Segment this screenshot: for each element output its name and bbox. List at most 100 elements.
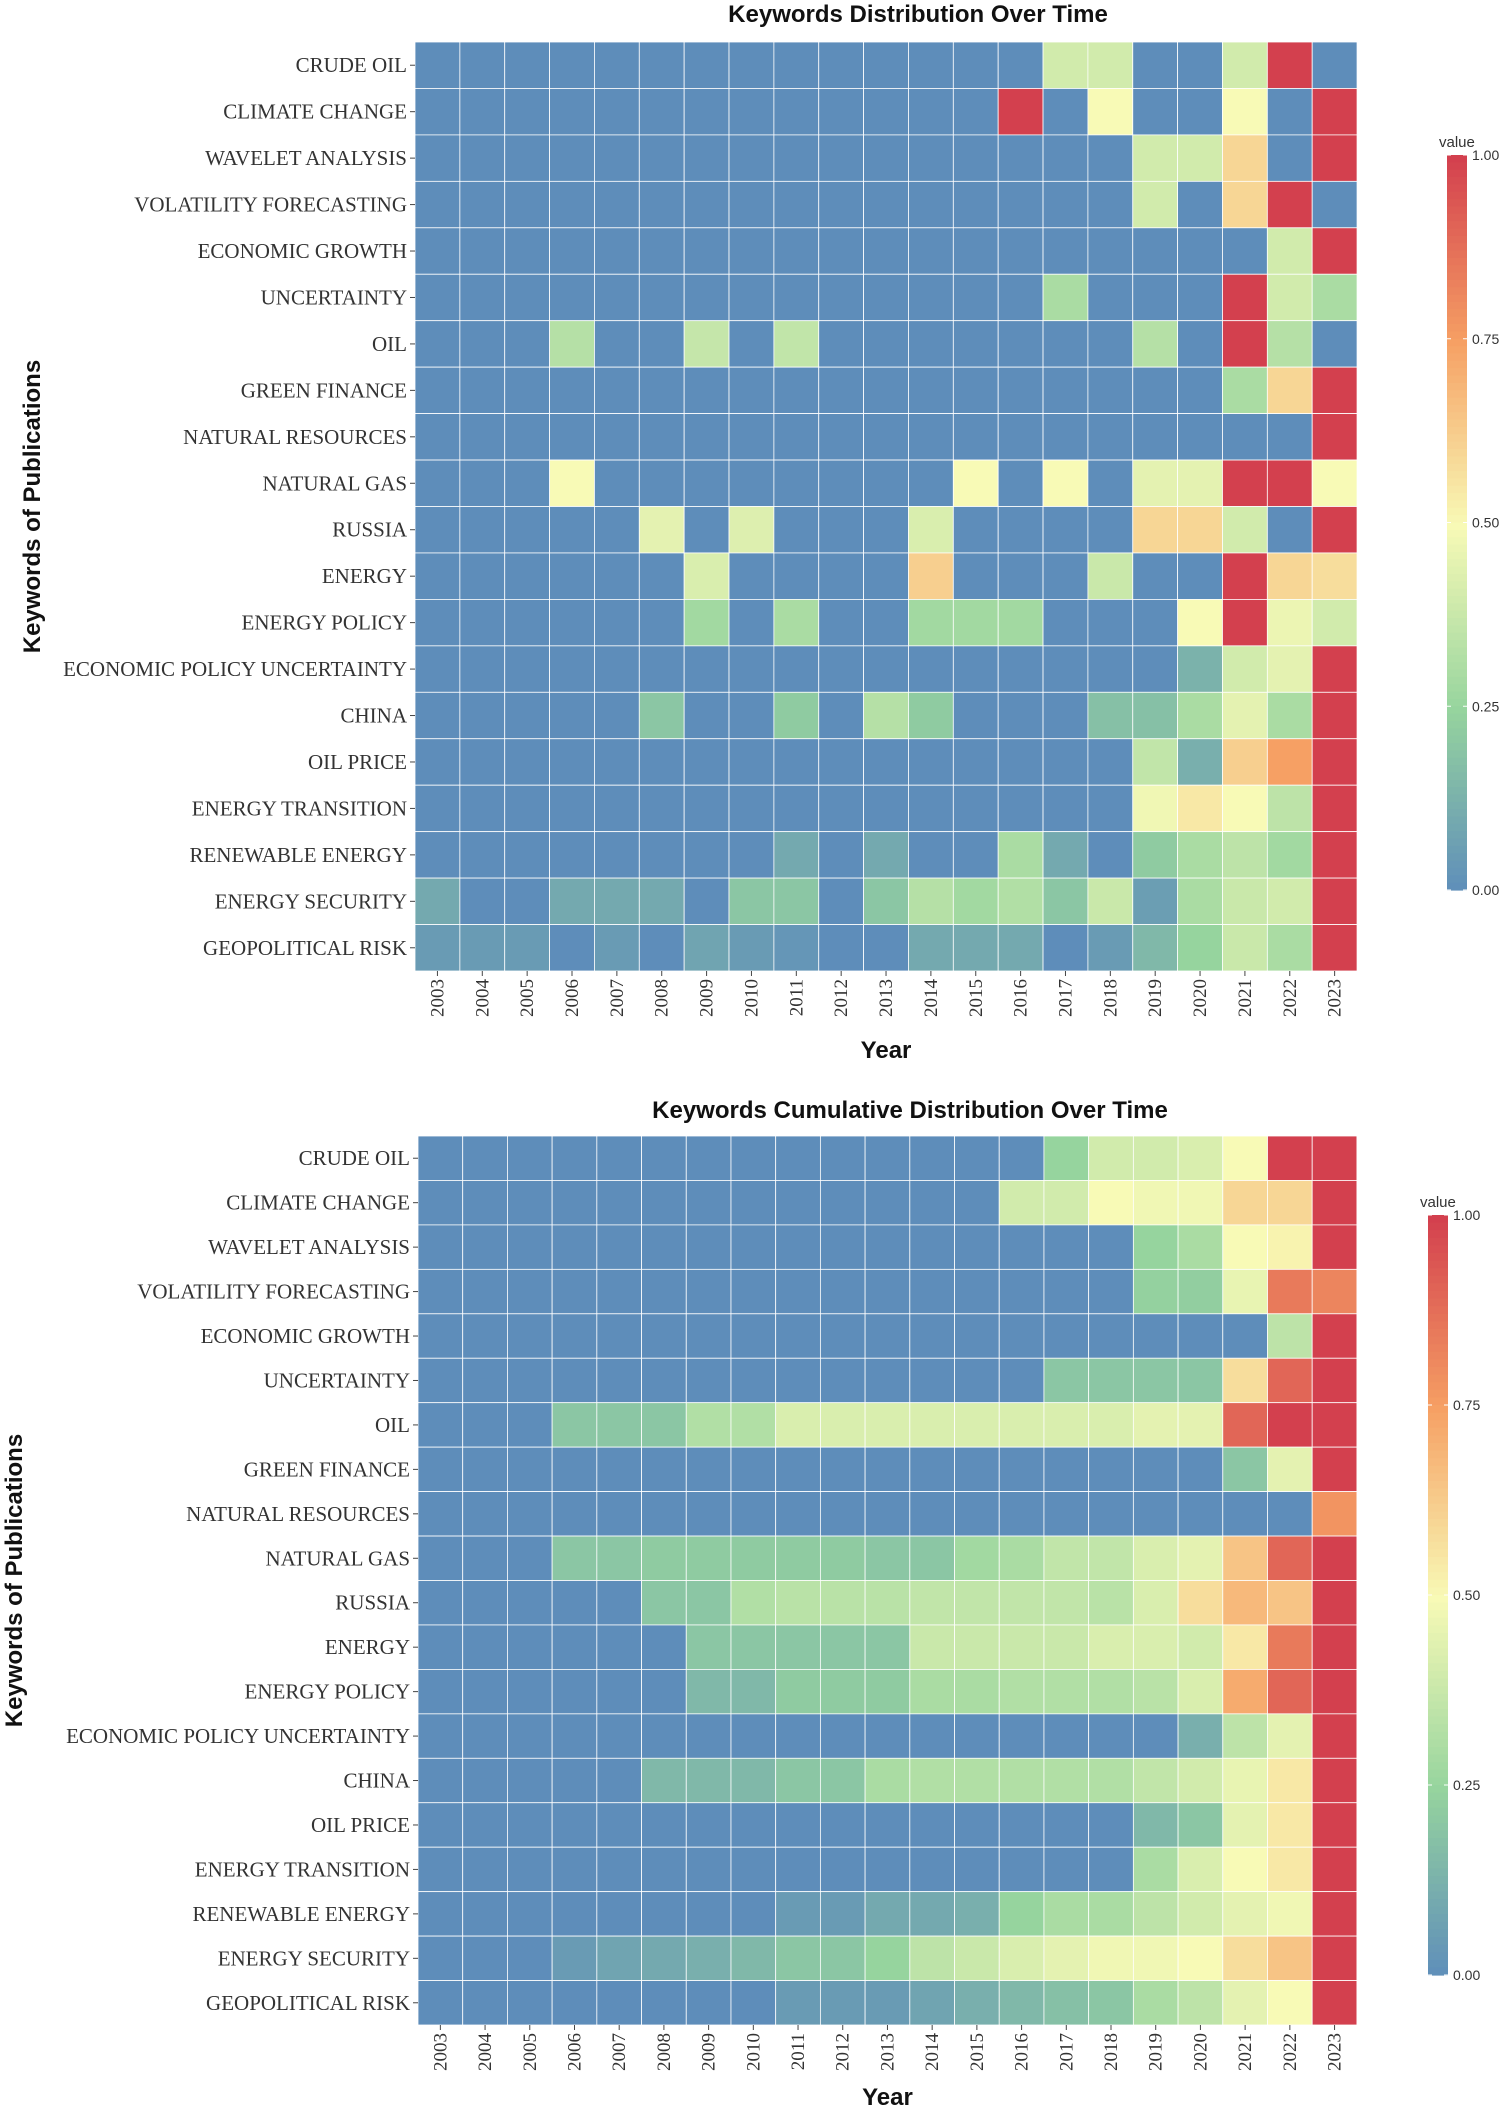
heatmap-cell: [864, 1180, 911, 1226]
heatmap-cell: [998, 1268, 1045, 1315]
heatmap-cell: [1087, 738, 1134, 786]
legend-colorbar-segment: [1428, 1861, 1448, 1870]
heatmap-cell: [1043, 1846, 1090, 1893]
heatmap-cell: [864, 1846, 911, 1893]
heatmap-cell: [685, 1446, 732, 1493]
legend-colorbar-segment: [1447, 331, 1467, 340]
heatmap-cell: [775, 1846, 821, 1893]
heatmap-cell: [1266, 877, 1313, 925]
legend-colorbar-segment: [1447, 625, 1467, 634]
heatmap-cell: [997, 320, 1044, 368]
chart-title: Keywords Distribution Over Time: [728, 1, 1108, 28]
heatmap-cell: [1043, 1446, 1090, 1493]
heatmap-cell: [417, 1268, 464, 1315]
heatmap-cell: [730, 1980, 777, 2026]
heatmap-cell: [954, 1313, 1000, 1359]
legend-colorbar-segment: [1428, 1815, 1448, 1824]
heatmap-cell: [863, 413, 909, 461]
heatmap-cell: [683, 552, 730, 600]
heatmap-cell: [728, 924, 775, 972]
y-tick-label: ECONOMIC GROWTH: [198, 239, 407, 263]
legend-colorbar-segment: [1447, 867, 1467, 876]
heatmap-cell: [909, 1802, 955, 1848]
heatmap-cell: [459, 784, 506, 833]
y-tick-label: ENERGY SECURITY: [218, 1946, 410, 1970]
heatmap-cell: [1042, 784, 1089, 833]
legend-colorbar-segment: [1447, 272, 1467, 281]
heatmap-cell: [773, 645, 820, 693]
heatmap-cell: [1222, 1713, 1268, 1759]
legend-colorbar-segment: [1447, 162, 1467, 171]
legend-colorbar-segment: [1447, 831, 1467, 840]
heatmap-cell: [549, 459, 595, 507]
y-tick-label: ENERGY SECURITY: [215, 889, 407, 913]
heatmap-cell: [1311, 1669, 1358, 1715]
heatmap-cell: [1222, 691, 1268, 740]
y-tick-label: UNCERTAINTY: [261, 285, 407, 309]
legend-tick-label: 1.00: [1472, 147, 1499, 163]
heatmap-cell: [1043, 1180, 1090, 1226]
heatmap-cell: [596, 1846, 642, 1893]
heatmap-cell: [864, 1891, 911, 1937]
heatmap-cell: [638, 366, 685, 414]
heatmap-cell: [1311, 459, 1358, 507]
y-tick-label: ECONOMIC GROWTH: [201, 1324, 410, 1348]
heatmap-cell: [417, 1891, 464, 1937]
heatmap-cell: [638, 273, 685, 322]
heatmap-cell: [683, 413, 730, 461]
heatmap-cell: [1311, 738, 1358, 786]
heatmap-cell: [551, 1891, 598, 1937]
heatmap-cell: [998, 1535, 1045, 1581]
heatmap-cell: [954, 1713, 1000, 1759]
heatmap-cell: [863, 320, 909, 368]
heatmap-cell: [1088, 1268, 1134, 1315]
heatmap-cell: [641, 1846, 687, 1893]
heatmap-cell: [864, 1624, 911, 1670]
heatmap-cell: [459, 552, 506, 600]
legend-colorbar-segment: [1447, 316, 1467, 325]
heatmap-cell: [864, 1313, 911, 1359]
x-tick-label: 2009: [697, 979, 718, 1017]
heatmap-cell: [952, 88, 999, 136]
heatmap-cell: [773, 599, 820, 647]
heatmap-cell: [775, 1313, 821, 1359]
legend-tick-label: 0.75: [1453, 1397, 1480, 1413]
heatmap-cell: [685, 1313, 732, 1359]
heatmap-cell: [954, 1180, 1000, 1226]
heatmap-cell: [594, 413, 640, 461]
heatmap-cell: [952, 180, 999, 229]
legend-colorbar-segment: [1428, 1557, 1448, 1566]
y-tick-label: CLIMATE CHANGE: [223, 100, 407, 124]
legend-colorbar-segment: [1428, 1914, 1448, 1923]
heatmap-cell: [549, 227, 595, 275]
heatmap-cell: [1311, 1402, 1358, 1448]
heatmap-cell: [818, 877, 864, 925]
heatmap-cell: [417, 1846, 464, 1893]
legend-colorbar-segment: [1428, 1671, 1448, 1680]
heatmap-cell: [1087, 180, 1134, 229]
legend-colorbar-segment: [1447, 353, 1467, 362]
heatmap-cell: [818, 831, 864, 879]
heatmap-cell: [459, 877, 506, 925]
heatmap-cell: [1177, 366, 1223, 414]
heatmap-cell: [954, 1224, 1000, 1270]
heatmap-cell: [504, 413, 550, 461]
heatmap-cell: [952, 320, 999, 368]
heatmap-cell: [551, 1268, 598, 1315]
legend-colorbar-segment: [1428, 1519, 1448, 1528]
legend-colorbar-segment: [1428, 1655, 1448, 1664]
legend-colorbar-segment: [1428, 1367, 1448, 1376]
heatmap-cell: [1043, 1757, 1090, 1804]
heatmap-cell: [1088, 1669, 1134, 1715]
x-tick-label: 2005: [520, 2033, 541, 2071]
heatmap-cell: [1311, 1446, 1358, 1493]
heatmap-cell: [909, 1935, 955, 1981]
heatmap-cell: [954, 1624, 1000, 1670]
legend-colorbar-segment: [1447, 853, 1467, 862]
legend-colorbar-segment: [1428, 1610, 1448, 1619]
legend-colorbar-segment: [1447, 302, 1467, 310]
legend-colorbar-segment: [1428, 1579, 1448, 1588]
heatmap-cell: [683, 599, 730, 647]
heatmap-cell: [1088, 1802, 1134, 1848]
heatmap-cell: [685, 1669, 732, 1715]
